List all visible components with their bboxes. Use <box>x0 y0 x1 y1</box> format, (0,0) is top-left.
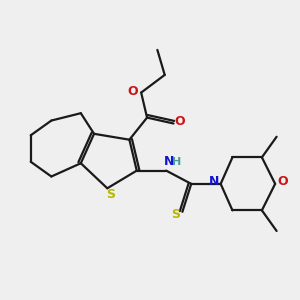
Text: H: H <box>172 157 181 167</box>
Text: O: O <box>175 115 185 128</box>
Text: S: S <box>171 208 180 221</box>
Text: S: S <box>106 188 115 201</box>
Text: N: N <box>164 155 174 168</box>
Text: N: N <box>209 175 219 188</box>
Text: O: O <box>128 85 138 98</box>
Text: O: O <box>277 175 288 188</box>
